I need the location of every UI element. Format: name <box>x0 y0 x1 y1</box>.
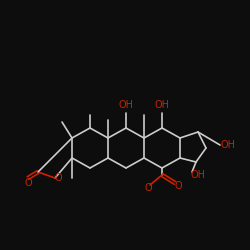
Text: OH: OH <box>190 170 206 180</box>
Text: OH: OH <box>220 140 236 150</box>
Text: O: O <box>144 183 152 193</box>
Text: OH: OH <box>154 100 170 110</box>
Text: OH: OH <box>118 100 134 110</box>
Text: O: O <box>24 178 32 188</box>
Text: O: O <box>54 173 62 183</box>
Text: O: O <box>174 181 182 191</box>
